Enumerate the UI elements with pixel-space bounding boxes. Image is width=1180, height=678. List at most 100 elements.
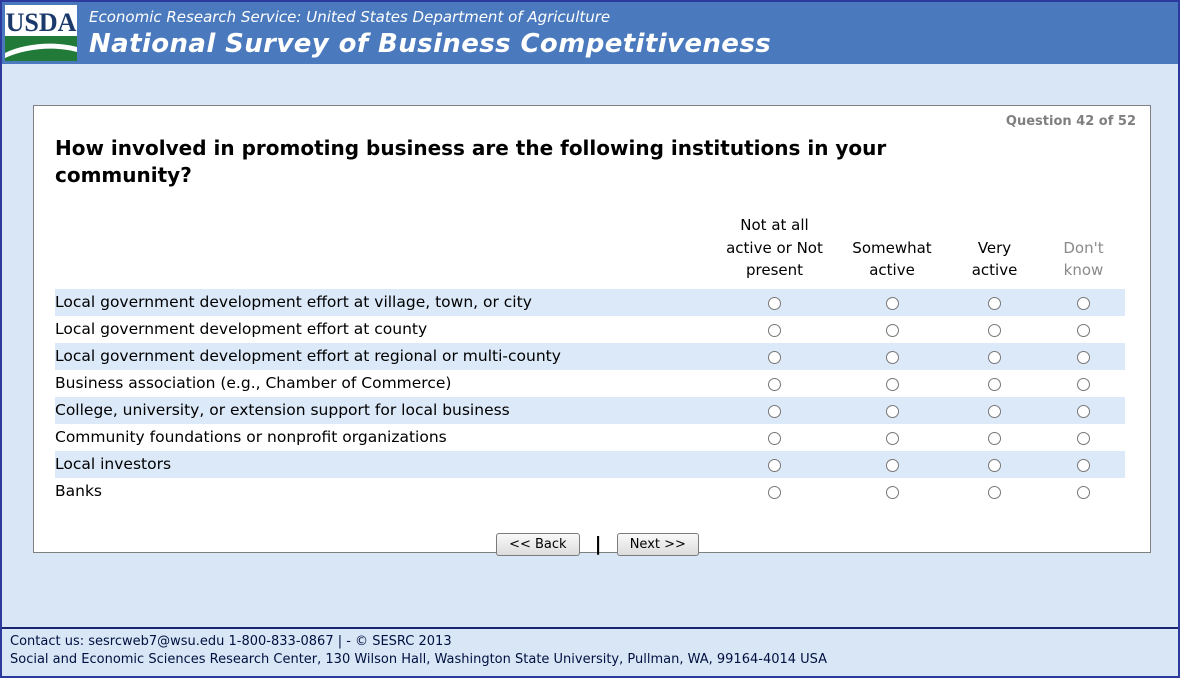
radio-option[interactable] bbox=[1077, 485, 1090, 499]
content-area: Question 42 of 52 How involved in promot… bbox=[2, 64, 1178, 627]
radio-cell bbox=[947, 451, 1042, 478]
row-label: Local government development effort at v… bbox=[55, 293, 532, 311]
radio-cell bbox=[712, 478, 837, 505]
radio-option[interactable] bbox=[885, 404, 899, 418]
radio-option[interactable] bbox=[1077, 296, 1090, 310]
radio-option[interactable] bbox=[1077, 431, 1090, 445]
radio-option[interactable] bbox=[768, 431, 781, 445]
radio-option[interactable] bbox=[768, 296, 781, 310]
table-row: Local investors bbox=[55, 450, 1125, 478]
radio-cell bbox=[712, 343, 837, 370]
footer-address-line: Social and Economic Sciences Research Ce… bbox=[10, 651, 828, 667]
table-row: Local government development effort at r… bbox=[55, 342, 1125, 370]
table-row: Local government development effort at v… bbox=[55, 288, 1125, 316]
radio-cell bbox=[947, 478, 1042, 505]
column-header: Not at all active or Not present bbox=[726, 216, 823, 279]
radio-option[interactable] bbox=[768, 404, 781, 418]
grid-header-row: Not at all active or Not present Somewhat… bbox=[55, 213, 1125, 289]
column-header: Very active bbox=[971, 238, 1018, 280]
radio-option[interactable] bbox=[988, 350, 1001, 364]
radio-cell bbox=[712, 397, 837, 424]
radio-option[interactable] bbox=[988, 404, 1001, 418]
question-counter: Question 42 of 52 bbox=[1005, 114, 1136, 129]
back-button[interactable]: << Back bbox=[496, 532, 580, 556]
question-grid-body: Local government development effort at v… bbox=[55, 288, 1125, 505]
grid-corner-cell bbox=[55, 213, 712, 289]
radio-cell bbox=[837, 478, 947, 505]
radio-cell bbox=[837, 370, 947, 397]
row-label: Community foundations or nonprofit organ… bbox=[55, 428, 447, 446]
radio-cell bbox=[837, 424, 947, 451]
agency-line: Economic Research Service: United States… bbox=[89, 7, 611, 26]
radio-option[interactable] bbox=[885, 377, 899, 391]
radio-option[interactable] bbox=[885, 431, 899, 445]
radio-cell bbox=[712, 289, 837, 316]
table-row: Community foundations or nonprofit organ… bbox=[55, 424, 1125, 451]
radio-cell bbox=[947, 316, 1042, 343]
row-label: Local government development effort at c… bbox=[55, 320, 428, 338]
radio-option[interactable] bbox=[988, 377, 1001, 391]
radio-option[interactable] bbox=[1077, 404, 1090, 418]
radio-cell bbox=[837, 397, 947, 424]
radio-option[interactable] bbox=[768, 485, 781, 499]
radio-option[interactable] bbox=[768, 350, 781, 364]
usda-logo-text: USDA bbox=[6, 8, 77, 37]
radio-option[interactable] bbox=[1077, 350, 1090, 364]
radio-cell bbox=[1042, 370, 1125, 397]
radio-cell bbox=[947, 343, 1042, 370]
radio-cell bbox=[712, 451, 837, 478]
row-label: Local government development effort at r… bbox=[55, 347, 561, 365]
page-header: USDA Economic Research Service: United S… bbox=[2, 2, 1178, 64]
radio-option[interactable] bbox=[768, 458, 781, 472]
radio-cell bbox=[947, 370, 1042, 397]
radio-option[interactable] bbox=[885, 350, 899, 364]
radio-option[interactable] bbox=[988, 323, 1001, 337]
radio-option[interactable] bbox=[988, 431, 1001, 445]
radio-option[interactable] bbox=[885, 458, 899, 472]
row-label: Banks bbox=[55, 482, 103, 500]
radio-cell bbox=[1042, 289, 1125, 316]
button-divider: | bbox=[594, 532, 602, 555]
radio-option[interactable] bbox=[768, 377, 781, 391]
header-text: Economic Research Service: United States… bbox=[89, 8, 771, 59]
table-row: Local government development effort at c… bbox=[55, 316, 1125, 343]
radio-option[interactable] bbox=[768, 323, 781, 337]
radio-option[interactable] bbox=[1077, 458, 1090, 472]
radio-cell bbox=[712, 370, 837, 397]
question-title: How involved in promoting business are t… bbox=[55, 136, 887, 187]
radio-option[interactable] bbox=[885, 323, 899, 337]
radio-cell bbox=[947, 424, 1042, 451]
table-row: Business association (e.g., Chamber of C… bbox=[55, 370, 1125, 397]
radio-cell bbox=[837, 289, 947, 316]
row-label: College, university, or extension suppor… bbox=[55, 401, 510, 419]
row-label: Local investors bbox=[55, 455, 172, 473]
radio-cell bbox=[1042, 424, 1125, 451]
radio-option[interactable] bbox=[1077, 323, 1090, 337]
survey-title: National Survey of Business Competitiven… bbox=[89, 28, 772, 59]
radio-option[interactable] bbox=[885, 296, 899, 310]
radio-cell bbox=[1042, 451, 1125, 478]
radio-option[interactable] bbox=[1077, 377, 1090, 391]
column-header: Don't know bbox=[1063, 238, 1104, 280]
radio-option[interactable] bbox=[885, 485, 899, 499]
radio-option[interactable] bbox=[988, 296, 1001, 310]
survey-panel: Question 42 of 52 How involved in promot… bbox=[33, 105, 1151, 556]
radio-cell bbox=[947, 397, 1042, 424]
nav-row: << Back | Next >> bbox=[55, 531, 1140, 556]
radio-option[interactable] bbox=[988, 485, 1001, 499]
radio-cell bbox=[837, 451, 947, 478]
radio-cell bbox=[712, 424, 837, 451]
radio-cell bbox=[712, 316, 837, 343]
radio-cell bbox=[1042, 343, 1125, 370]
column-header: Somewhat active bbox=[852, 238, 932, 280]
row-label: Business association (e.g., Chamber of C… bbox=[55, 374, 452, 392]
radio-cell bbox=[1042, 397, 1125, 424]
radio-cell bbox=[1042, 478, 1125, 505]
footer-contact-line: Contact us: sesrcweb7@wsu.edu 1-800-833-… bbox=[10, 633, 452, 649]
question-grid: Not at all active or Not present Somewhat… bbox=[55, 213, 1125, 505]
radio-option[interactable] bbox=[988, 458, 1001, 472]
table-row: Banks bbox=[55, 478, 1125, 505]
radio-cell bbox=[837, 343, 947, 370]
next-button[interactable]: Next >> bbox=[616, 532, 699, 556]
